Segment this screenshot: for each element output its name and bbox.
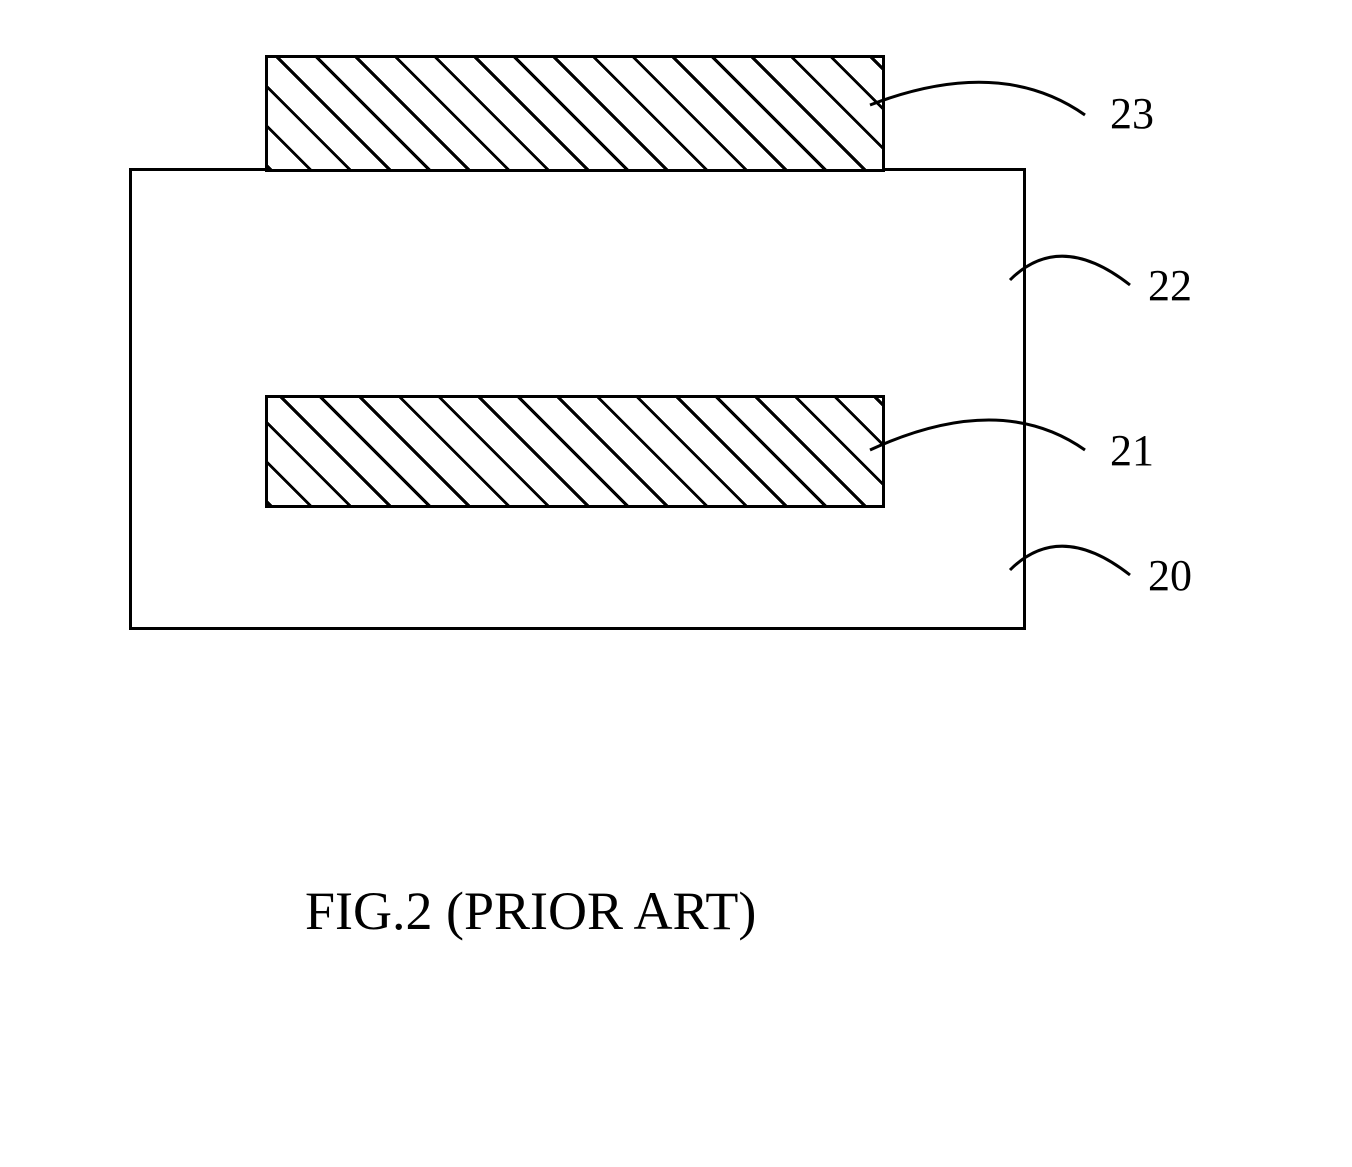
figure-caption: FIG.2 (PRIOR ART) <box>305 880 756 942</box>
label-22: 22 <box>1148 260 1192 311</box>
figure-canvas: 23 22 21 20 FIG.2 (PRIOR ART) <box>0 0 1352 1167</box>
label-20: 20 <box>1148 550 1192 601</box>
label-23: 23 <box>1110 88 1154 139</box>
label-21: 21 <box>1110 425 1154 476</box>
